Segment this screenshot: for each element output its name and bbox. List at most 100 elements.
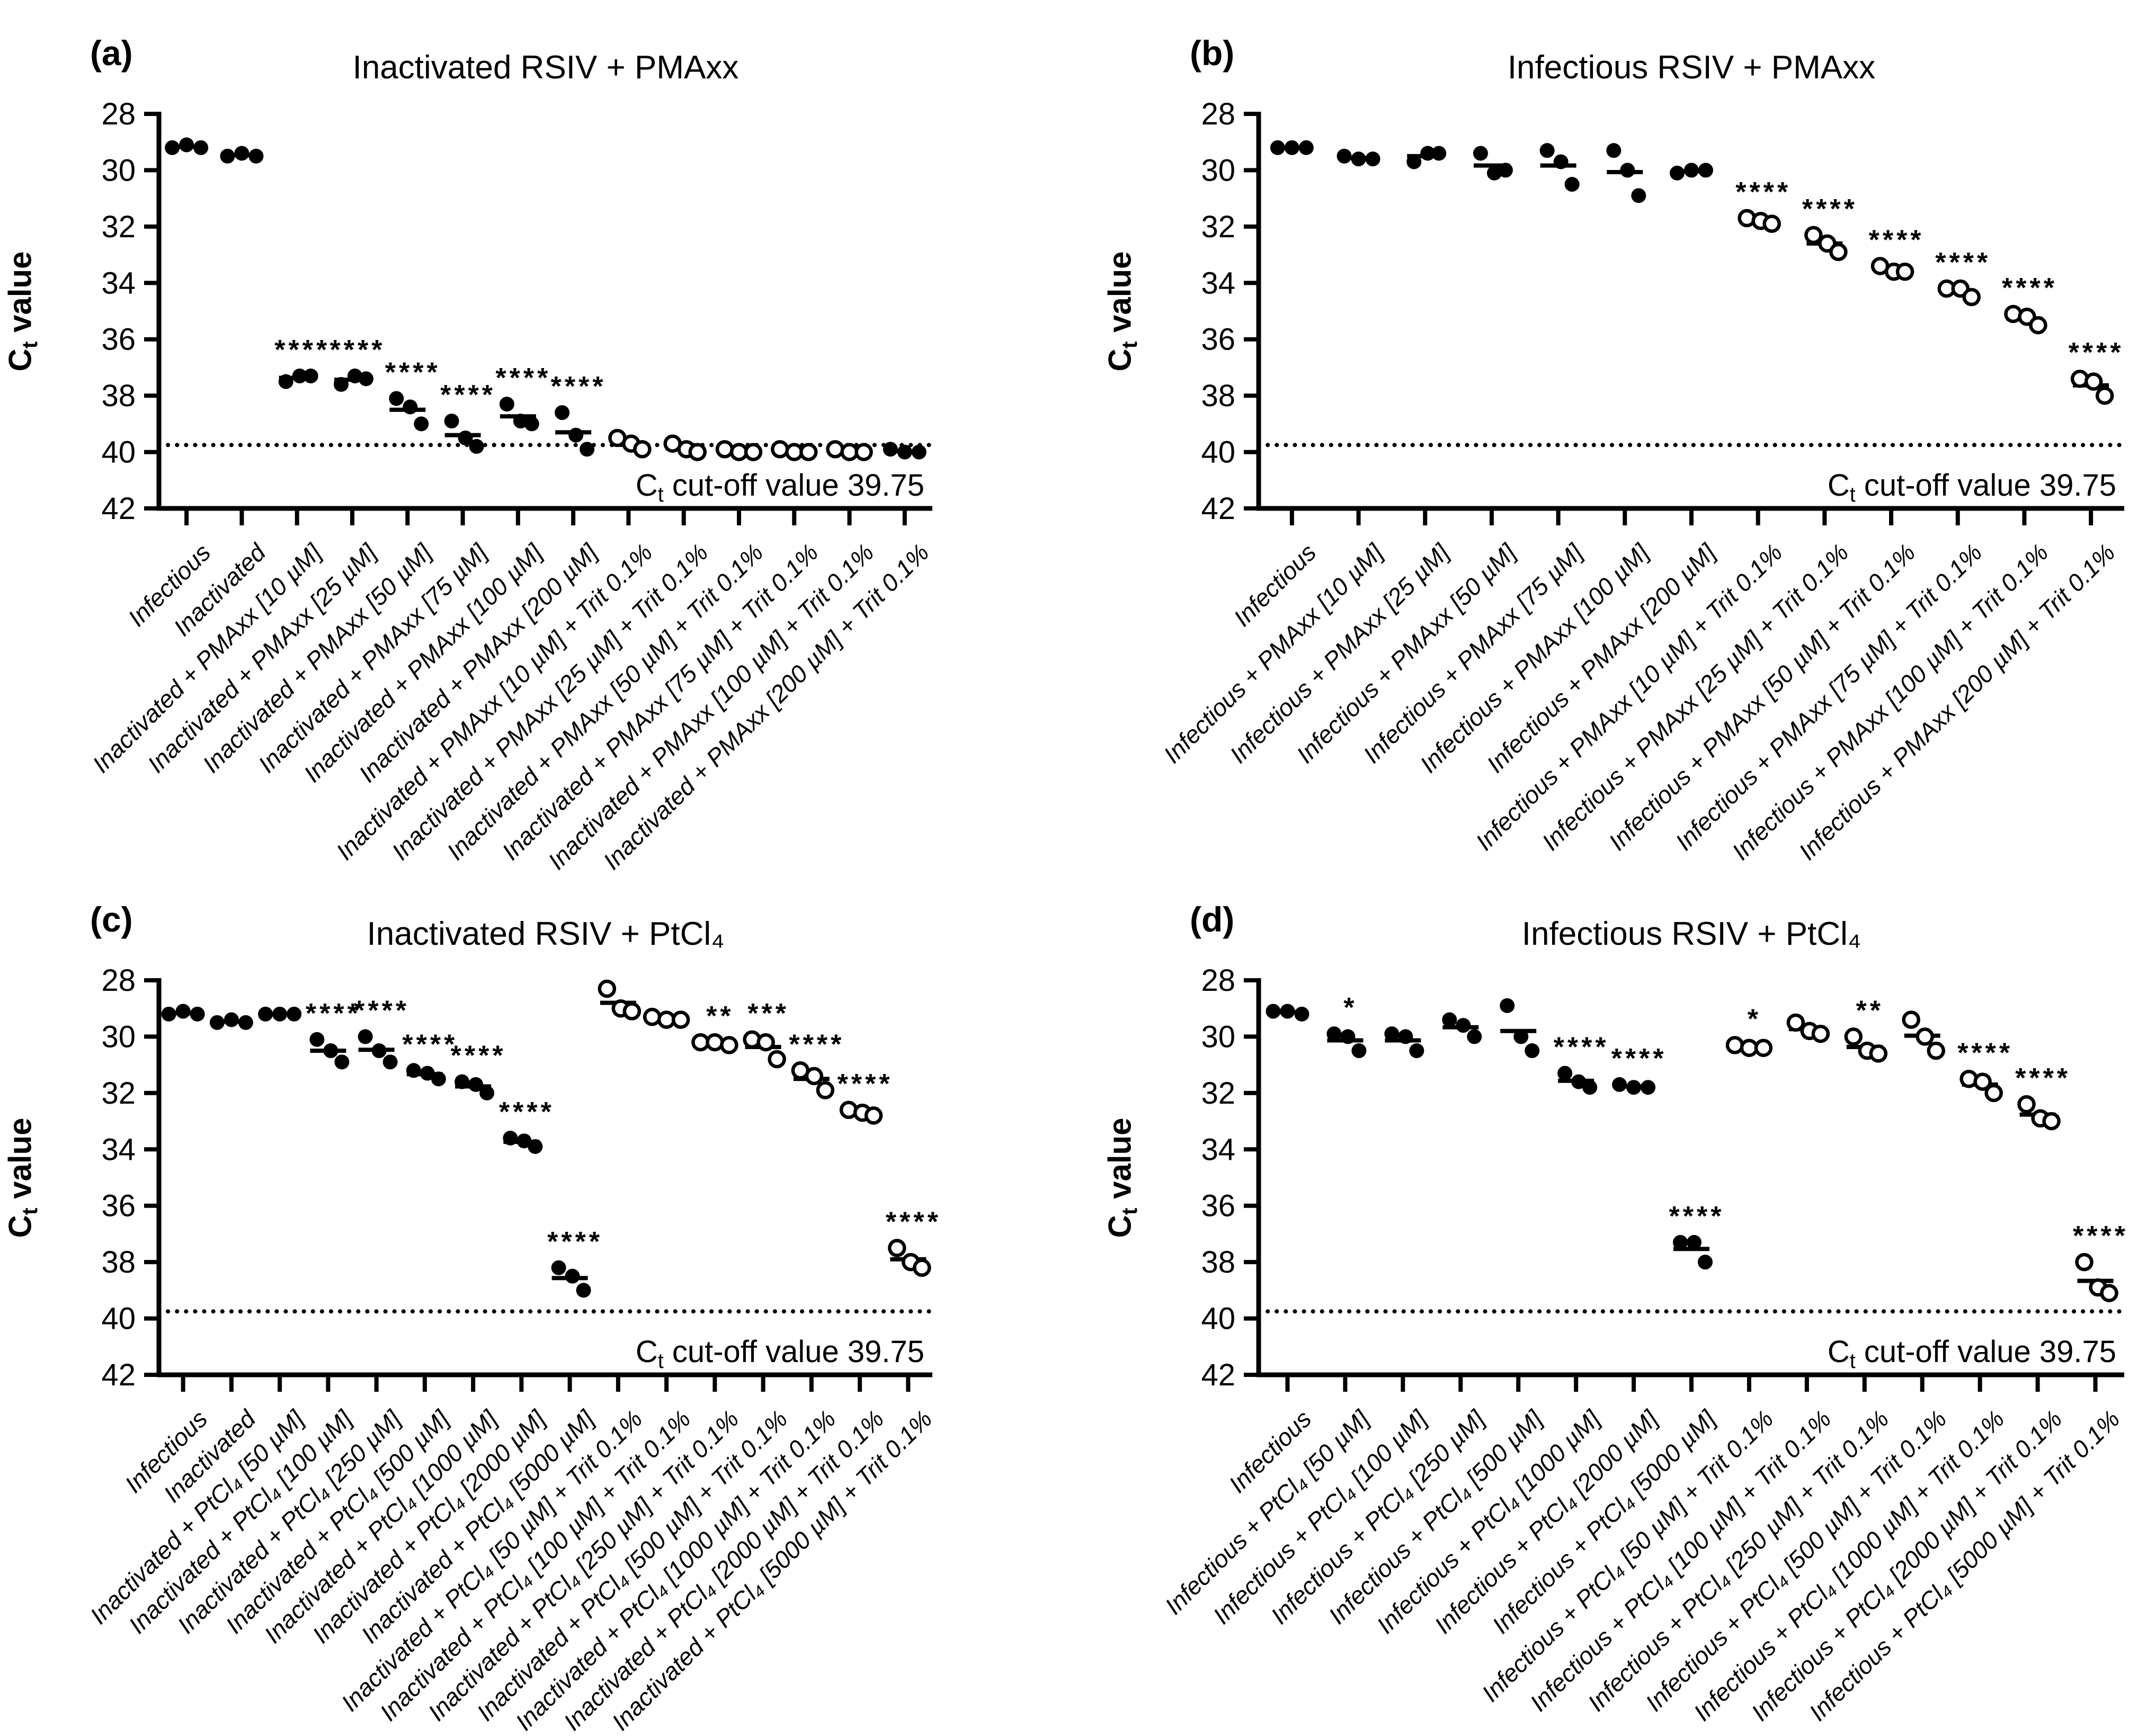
panel-c: (c) Inactivated RSIV + PtCl₄ Ct value 28… — [0, 866, 1069, 1735]
data-point — [406, 1063, 421, 1078]
significance-stars: **** — [1669, 1201, 1725, 1232]
panel-letter: (a) — [90, 33, 133, 73]
panel-a: (a) Inactivated RSIV + PMAxx Ct value 28… — [0, 0, 1069, 875]
data-point — [1431, 146, 1447, 161]
data-point — [1684, 163, 1699, 178]
y-tick-label: 28 — [1201, 963, 1235, 998]
data-point — [224, 1012, 239, 1027]
data-point — [1895, 262, 1914, 281]
y-tick-label: 30 — [1201, 153, 1235, 187]
y-tick-label: 36 — [101, 1189, 136, 1223]
data-point — [816, 1081, 835, 1099]
data-point — [209, 1015, 225, 1030]
data-point — [1687, 1234, 1702, 1250]
data-point — [1409, 1043, 1424, 1059]
y-tick-label: 30 — [101, 153, 136, 187]
data-point — [2084, 372, 2103, 391]
data-point — [469, 439, 484, 454]
panel-title: Infectious RSIV + PtCl₄ — [1521, 916, 1861, 952]
data-point — [524, 416, 539, 432]
data-point — [598, 979, 617, 998]
data-point — [1902, 1010, 1920, 1029]
panel-title: Infectious RSIV + PMAxx — [1507, 49, 1876, 86]
data-point — [1698, 163, 1713, 178]
data-point — [1626, 1080, 1642, 1095]
data-point — [193, 140, 209, 155]
y-tick-label: 32 — [101, 1076, 136, 1111]
data-point — [1442, 1012, 1457, 1027]
significance-stars: **** — [1735, 177, 1791, 208]
significance-stars: ** — [706, 1001, 734, 1032]
data-point — [420, 1066, 435, 1081]
data-point — [161, 1006, 176, 1022]
significance-stars: ** — [1856, 995, 1884, 1026]
data-point — [190, 1006, 205, 1022]
data-point — [165, 140, 180, 155]
significance-stars: **** — [1935, 247, 1991, 278]
data-point — [303, 368, 318, 383]
y-tick-label: 42 — [1201, 491, 1235, 526]
data-point — [455, 1074, 470, 1089]
data-point — [1539, 143, 1555, 158]
y-tick-label: 42 — [101, 491, 136, 526]
scatter-plot: 2830323436384042************************… — [101, 963, 938, 1392]
data-point — [744, 443, 763, 461]
panel-title: Inactivated RSIV + PMAxx — [352, 49, 739, 86]
y-tick-label: 38 — [1201, 1245, 1235, 1279]
data-point — [555, 405, 570, 420]
significance-stars: **** — [306, 998, 361, 1029]
panel-b: (b) Infectious RSIV + PMAxx Ct value 28 3… — [1069, 0, 2138, 866]
data-point — [1844, 1027, 1863, 1046]
y-tick-label: 36 — [1201, 323, 1235, 357]
data-point — [1384, 1026, 1400, 1042]
y-tick-label: 28 — [1201, 97, 1235, 131]
data-point — [854, 443, 873, 461]
data-point — [1631, 188, 1646, 203]
data-point — [897, 444, 912, 460]
data-point — [1557, 1066, 1573, 1081]
significance-stars: **** — [1869, 225, 1925, 255]
data-point — [309, 1032, 325, 1047]
data-point — [1916, 1027, 1934, 1046]
data-point — [1513, 1029, 1529, 1044]
data-point — [864, 1106, 883, 1125]
data-point — [1869, 1044, 1888, 1063]
data-point — [768, 1050, 786, 1069]
data-point — [1456, 1018, 1471, 1033]
data-point — [756, 1033, 775, 1052]
data-point — [1340, 1029, 1356, 1044]
data-point — [528, 1139, 543, 1154]
significance-stars: **** — [274, 335, 330, 365]
data-point — [1754, 1039, 1773, 1057]
significance-stars: **** — [1554, 1032, 1609, 1063]
data-point — [2017, 1095, 2036, 1114]
y-tick-label: 40 — [1201, 435, 1235, 470]
y-tick-label: 40 — [101, 435, 136, 470]
scatter-plot: 28 30 32 34 36 38 40 42 **** **** **** **** **** **** — [1201, 97, 2126, 526]
data-point — [622, 1002, 642, 1021]
data-point — [358, 1029, 373, 1044]
data-point — [1553, 154, 1569, 169]
y-tick-label: 28 — [101, 963, 136, 998]
data-point — [403, 399, 418, 415]
data-point — [1473, 146, 1488, 161]
significance-stars: **** — [789, 1029, 844, 1060]
data-point — [1326, 1026, 1342, 1042]
y-tick-label: 30 — [1201, 1019, 1235, 1054]
data-point — [1984, 1084, 2003, 1103]
y-tick-label: 38 — [1201, 379, 1235, 413]
significance-stars: **** — [2073, 1221, 2128, 1251]
data-point — [1486, 165, 1502, 181]
significance-stars: * — [1748, 1004, 1761, 1034]
data-point — [1670, 165, 1685, 181]
data-point — [323, 1043, 338, 1059]
y-tick-label: 28 — [101, 97, 136, 131]
significance-stars: **** — [1611, 1043, 1667, 1074]
significance-stars: **** — [551, 371, 607, 402]
data-point — [771, 440, 789, 459]
data-point — [348, 368, 362, 383]
data-point — [272, 1006, 288, 1022]
data-point — [1398, 1029, 1413, 1044]
data-point — [503, 1131, 518, 1146]
